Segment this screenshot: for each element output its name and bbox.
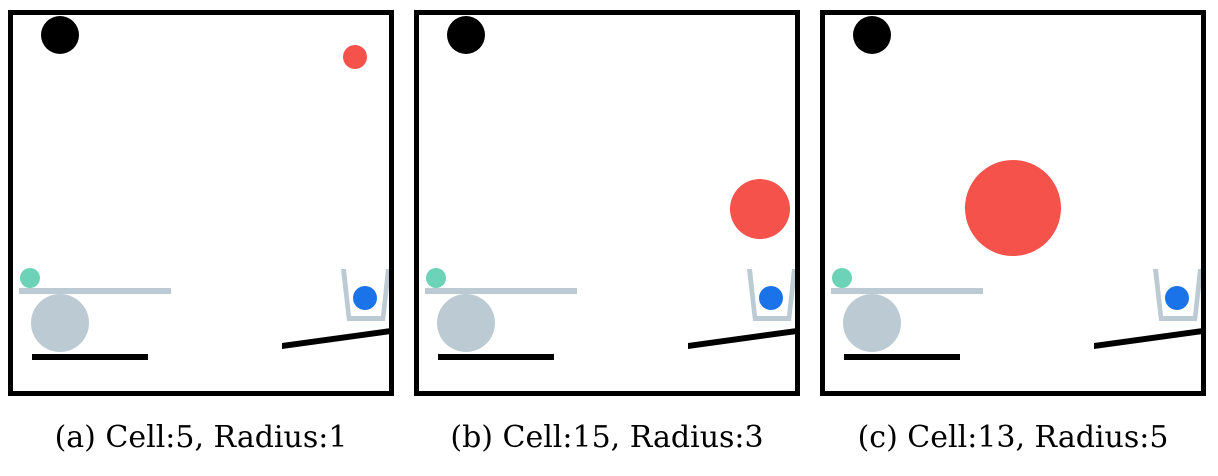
red-ball-icon[interactable] [343, 45, 367, 69]
scene-canvas-c[interactable] [825, 15, 1201, 391]
gray-plank[interactable] [19, 288, 171, 294]
ramp-bar [282, 328, 389, 349]
caption-c: (c) Cell:13, Radius:5 [857, 420, 1169, 455]
ramp-bar [688, 328, 795, 349]
caption-b: (b) Cell:15, Radius:3 [450, 420, 764, 455]
gray-ball-icon[interactable] [843, 294, 901, 352]
floor-bar [844, 354, 960, 360]
blue-ball-icon[interactable] [759, 286, 783, 310]
red-ball-icon[interactable] [730, 179, 790, 239]
gray-plank[interactable] [831, 288, 983, 294]
floor-bar [438, 354, 554, 360]
cup-container[interactable] [341, 269, 389, 321]
gray-ball-icon[interactable] [437, 294, 495, 352]
cup-container[interactable] [1153, 269, 1201, 321]
cup-container[interactable] [747, 269, 795, 321]
scene-panel-a [8, 10, 394, 396]
black-ball-icon[interactable] [447, 16, 485, 54]
scene-canvas-b[interactable] [419, 15, 795, 391]
green-ball-icon[interactable] [832, 268, 852, 288]
scene-panel-b [414, 10, 800, 396]
gray-ball-icon[interactable] [31, 294, 89, 352]
caption-a: (a) Cell:5, Radius:1 [54, 420, 348, 455]
red-ball-icon[interactable] [965, 160, 1061, 256]
blue-ball-icon[interactable] [353, 286, 377, 310]
gray-plank[interactable] [425, 288, 577, 294]
ramp-bar [1094, 328, 1201, 349]
scene-canvas-a[interactable] [13, 15, 389, 391]
green-ball-icon[interactable] [426, 268, 446, 288]
blue-ball-icon[interactable] [1165, 286, 1189, 310]
floor-bar [32, 354, 148, 360]
green-ball-icon[interactable] [20, 268, 40, 288]
scene-panel-c [820, 10, 1206, 396]
black-ball-icon[interactable] [853, 16, 891, 54]
black-ball-icon[interactable] [41, 16, 79, 54]
